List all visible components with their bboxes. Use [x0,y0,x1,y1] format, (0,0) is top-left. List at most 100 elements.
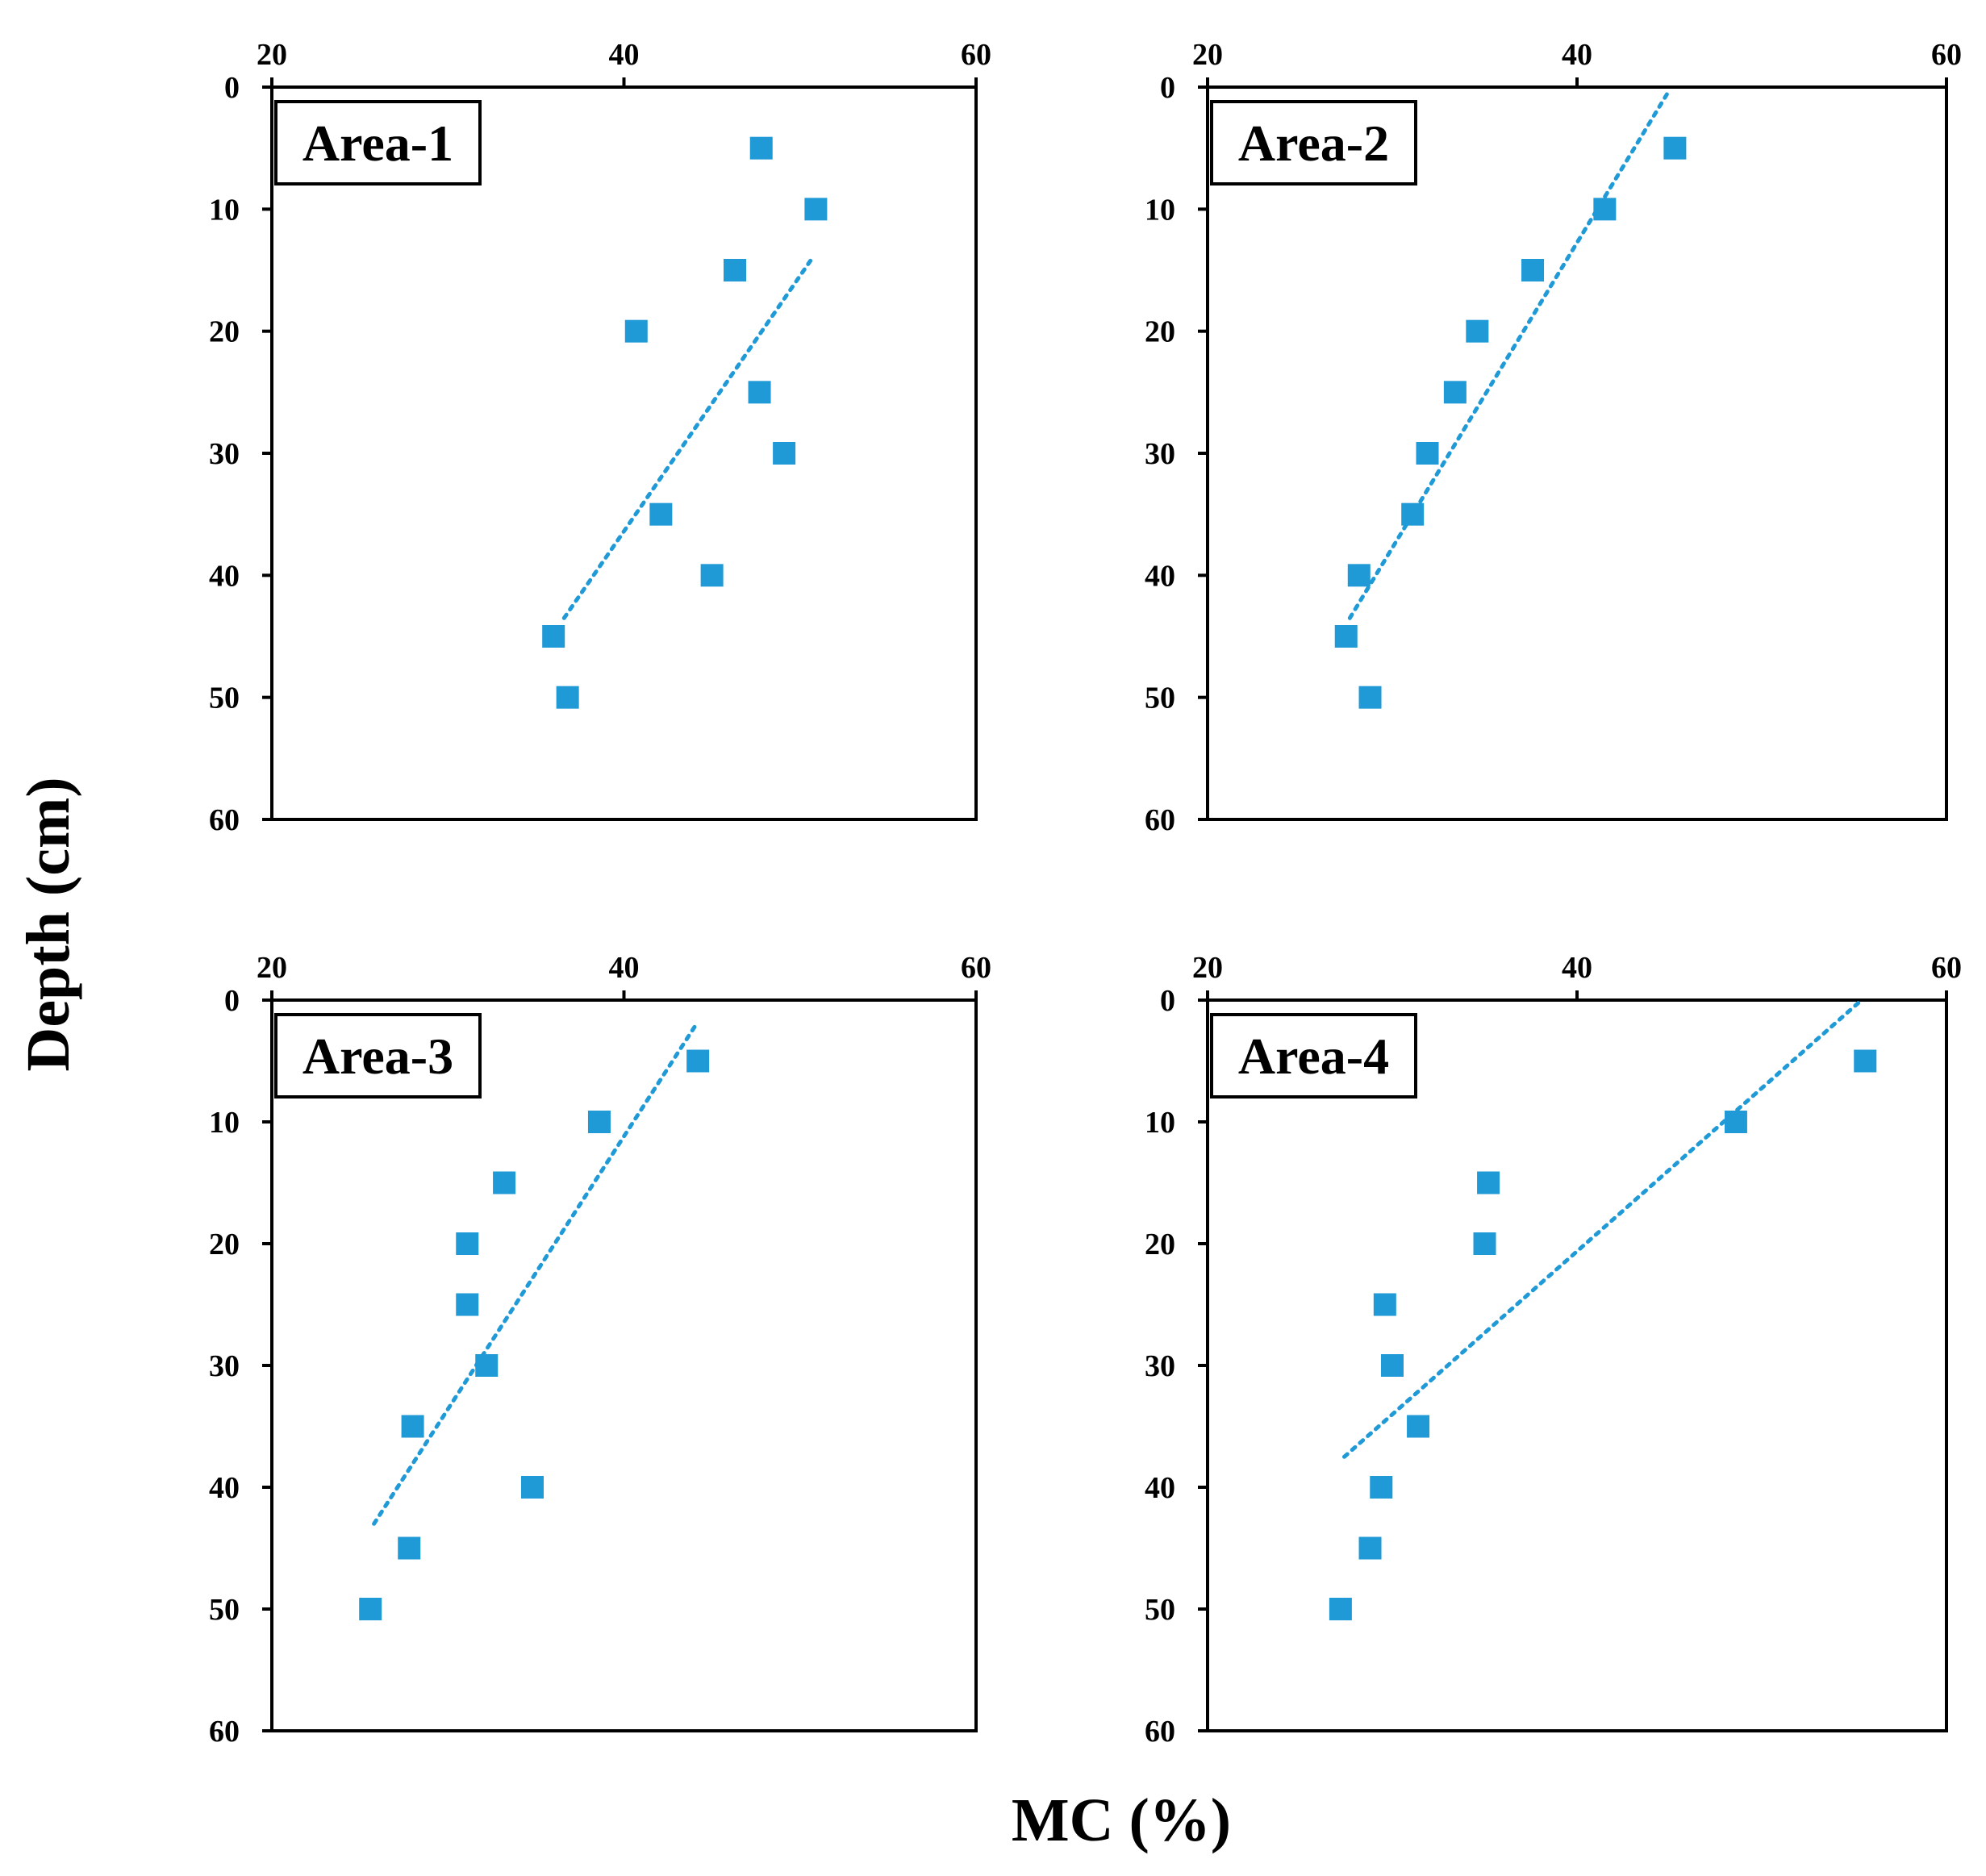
y-tick-label: 20 [1145,1228,1175,1261]
trendline [1341,998,1864,1459]
x-tick-label: 40 [609,951,640,985]
x-tick-label: 40 [609,38,640,72]
panels: 20 40 60 0 10 20 30 40 50 60 Area-1 20 40 60 0 10 20 30 40… [209,38,1962,1749]
x-tick-label: 60 [961,38,991,72]
data-point [1473,1232,1496,1255]
data-point [521,1476,544,1499]
x-tick-label: 20 [257,951,287,985]
data-point [1724,1111,1747,1133]
y-tick-label: 50 [209,1593,240,1627]
plot-frame [1206,85,1948,821]
data-point [1381,1354,1404,1377]
data-point [1373,1293,1396,1316]
area-label-box [274,1013,482,1099]
y-tick-label: 10 [1145,1106,1175,1140]
y-tick-label: 30 [1145,437,1175,471]
x-tick-label: 60 [1931,951,1962,985]
data-point [493,1171,516,1194]
data-point [1663,136,1687,160]
panel-2: 20 40 60 0 10 20 30 40 50 60 Area-2 [1145,38,1962,837]
data-point [686,1049,710,1073]
x-tick-label: 20 [1192,951,1223,985]
data-point [542,625,565,648]
y-tick-label: 50 [209,682,240,715]
y-tick-label: 60 [209,1715,240,1749]
trendline [561,256,815,620]
area-label-box [1210,100,1417,186]
plot-frame [270,85,978,821]
y-tick-label: 0 [224,984,240,1018]
area-label-box [1210,1013,1417,1099]
y-tick-label: 10 [1145,193,1175,227]
area-label: Area-4 [1238,1028,1389,1085]
y-tick-label: 40 [209,1471,240,1505]
data-point [748,381,771,404]
data-point [1329,1598,1352,1620]
y-tick-label: 0 [1160,984,1175,1018]
panel-1: 20 40 60 0 10 20 30 40 50 60 Area-1 [209,38,991,837]
x-tick-label: 20 [257,38,287,72]
y-tick-label: 10 [209,193,240,227]
data-point [1358,686,1382,709]
data-point [1401,502,1425,526]
area-label: Area-3 [302,1028,453,1085]
data-point [1347,564,1371,587]
data-point [723,259,746,281]
area-label: Area-1 [302,115,453,172]
data-point [649,502,673,526]
data-point [804,198,828,221]
plot-frame [1206,998,1948,1732]
data-point [1334,625,1358,648]
data-point [1443,381,1467,404]
data-point [1521,259,1545,281]
y-tick-label: 30 [209,1349,240,1383]
trendline [1347,91,1670,620]
data-point [401,1415,424,1438]
data-point [1854,1049,1877,1073]
data-point [773,442,796,465]
y-tick-label: 30 [1145,1349,1175,1383]
y-tick-label: 10 [209,1106,240,1140]
x-tick-label: 40 [1562,38,1592,72]
data-point [1593,198,1617,221]
trendline [372,1022,699,1526]
y-tick-label: 50 [1145,682,1175,715]
x-tick-label: 60 [1931,38,1962,72]
y-tick-label: 60 [1145,803,1175,837]
data-point [1416,442,1439,465]
data-point [1466,319,1489,343]
y-axis-title: Depth (cm) [15,777,82,1071]
data-point [1477,1171,1500,1194]
y-tick-label: 0 [1160,71,1175,105]
x-tick-label: 60 [961,951,991,985]
y-tick-label: 20 [209,315,240,349]
y-tick-label: 20 [1145,315,1175,349]
data-point [359,1598,382,1620]
data-point [398,1536,421,1560]
y-tick-label: 60 [209,803,240,837]
data-point [456,1293,479,1316]
x-axis-title: MC (%) [1012,1786,1231,1854]
data-point [749,136,773,160]
data-point [456,1232,479,1255]
data-point [1407,1415,1430,1438]
panel-4: 20 40 60 0 10 20 30 40 50 60 Area-4 [1145,951,1962,1749]
y-tick-label: 40 [1145,559,1175,593]
y-tick-label: 0 [224,71,240,105]
panel-3: 20 40 60 0 10 20 30 40 50 60 Area-3 [209,951,991,1749]
data-point [624,319,648,343]
y-tick-label: 20 [209,1228,240,1261]
data-point [556,686,579,709]
data-point [475,1354,499,1377]
data-point [1358,1536,1382,1560]
data-point [700,564,724,587]
area-label-box [274,100,482,186]
area-label: Area-2 [1238,115,1389,172]
data-point [1370,1476,1393,1499]
y-tick-label: 60 [1145,1715,1175,1749]
y-tick-label: 30 [209,437,240,471]
data-point [587,1111,611,1133]
y-tick-label: 50 [1145,1593,1175,1627]
x-tick-label: 20 [1192,38,1223,72]
